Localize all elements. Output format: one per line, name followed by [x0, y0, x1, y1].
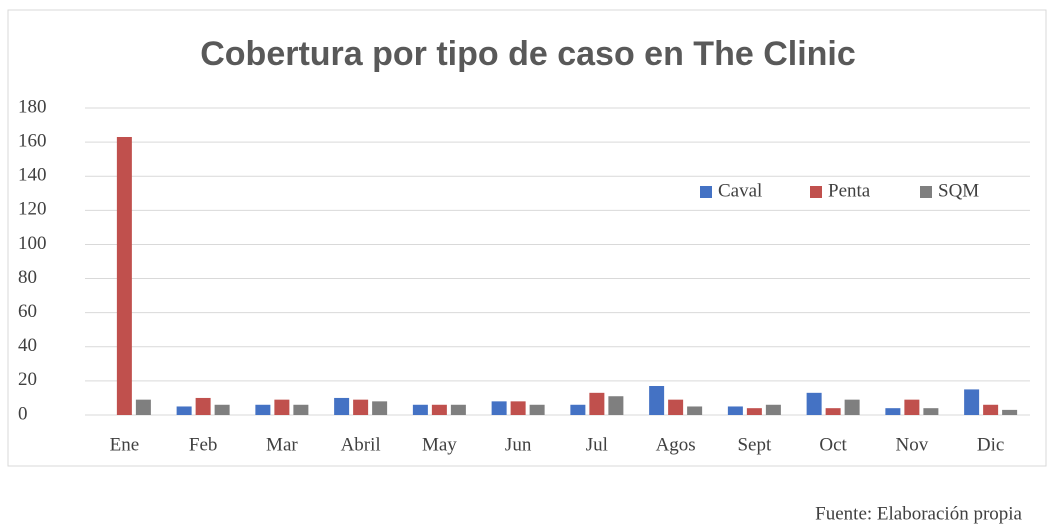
legend-label: SQM [938, 180, 979, 201]
y-tick-label: 100 [18, 233, 47, 254]
legend-swatch [700, 186, 712, 198]
bar [255, 404, 271, 415]
y-tick-label: 140 [18, 165, 47, 186]
source-note: Fuente: Elaboración propia [815, 503, 1022, 524]
bar [195, 397, 211, 415]
x-tick-label: Nov [896, 434, 929, 455]
bar [372, 401, 388, 415]
bar [923, 408, 939, 415]
bar [176, 406, 192, 415]
bar [649, 386, 665, 415]
y-tick-label: 40 [18, 335, 37, 356]
x-tick-label: Ene [110, 434, 140, 455]
bar [844, 399, 860, 415]
legend-swatch [810, 186, 822, 198]
bar [964, 389, 980, 415]
x-tick-label: Jun [505, 434, 532, 455]
y-tick-label: 20 [18, 369, 37, 390]
x-tick-label: Abril [341, 434, 381, 455]
bar [412, 404, 428, 415]
x-tick-label: Dic [977, 434, 1004, 455]
bar [491, 401, 507, 415]
bar [529, 404, 545, 415]
legend-label: Penta [828, 180, 871, 201]
legend-label: Caval [718, 180, 762, 201]
y-tick-label: 120 [18, 199, 47, 220]
y-tick-label: 60 [18, 301, 37, 322]
x-tick-label: May [422, 434, 457, 455]
x-tick-label: Mar [266, 434, 298, 455]
bar [904, 399, 920, 415]
x-tick-label: Agos [656, 434, 696, 455]
bar [589, 392, 605, 415]
y-tick-label: 80 [18, 267, 37, 288]
bar [450, 404, 466, 415]
bar [983, 404, 999, 415]
bar [668, 399, 684, 415]
bar [116, 136, 132, 415]
bar [885, 408, 901, 415]
bar [825, 408, 841, 415]
legend-swatch [920, 186, 932, 198]
x-tick-label: Jul [586, 434, 608, 455]
y-tick-label: 160 [18, 130, 47, 151]
chart-title: Cobertura por tipo de caso en The Clinic [200, 35, 856, 73]
bar [806, 392, 822, 415]
chart-frame [7, 9, 1047, 467]
x-tick-label: Feb [189, 434, 218, 455]
bar [293, 404, 309, 415]
bar [214, 404, 230, 415]
bar [135, 399, 151, 415]
x-tick-label: Oct [819, 434, 847, 455]
y-tick-label: 0 [18, 403, 28, 424]
bar [687, 406, 703, 415]
bar [1002, 409, 1018, 415]
x-tick-label: Sept [737, 434, 772, 455]
bar [746, 408, 762, 415]
bar [274, 399, 290, 415]
bar [727, 406, 743, 415]
bar [353, 399, 369, 415]
bar [334, 397, 350, 415]
bar [765, 404, 781, 415]
bar [510, 401, 526, 415]
bar [570, 404, 586, 415]
y-tick-label: 180 [18, 96, 47, 117]
bar [608, 396, 624, 415]
bar [431, 404, 447, 415]
